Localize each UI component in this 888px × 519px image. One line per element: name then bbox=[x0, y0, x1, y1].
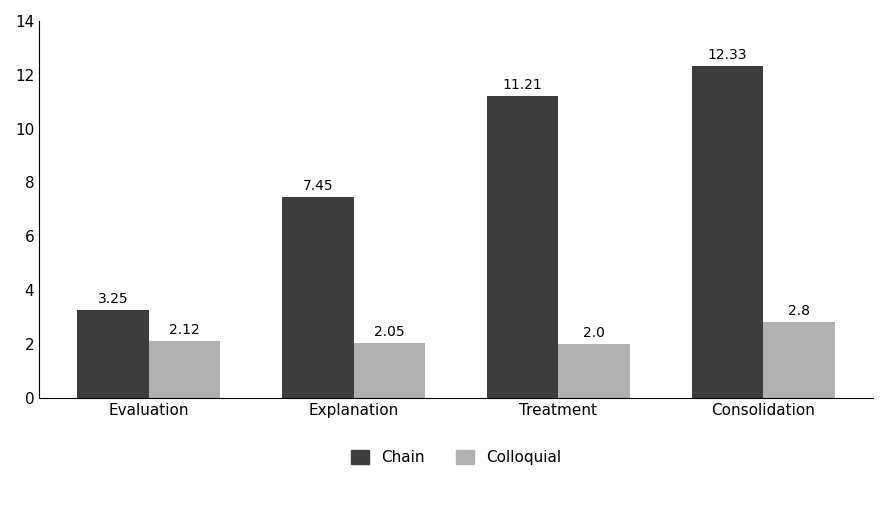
Text: 2.05: 2.05 bbox=[374, 324, 405, 338]
Text: 7.45: 7.45 bbox=[303, 179, 333, 193]
Bar bbox=[487, 96, 559, 398]
Text: 2.0: 2.0 bbox=[583, 326, 606, 340]
Bar bbox=[281, 197, 353, 398]
Bar bbox=[353, 343, 425, 398]
Text: 2.8: 2.8 bbox=[789, 304, 810, 318]
Bar bbox=[692, 66, 764, 398]
Bar bbox=[148, 340, 220, 398]
Legend: Chain, Colloquial: Chain, Colloquial bbox=[344, 443, 569, 473]
Bar bbox=[77, 310, 148, 398]
Text: 3.25: 3.25 bbox=[98, 292, 128, 306]
Bar bbox=[764, 322, 835, 398]
Text: 11.21: 11.21 bbox=[503, 78, 543, 92]
Bar bbox=[559, 344, 630, 398]
Text: 2.12: 2.12 bbox=[170, 323, 200, 337]
Text: 12.33: 12.33 bbox=[708, 48, 748, 62]
